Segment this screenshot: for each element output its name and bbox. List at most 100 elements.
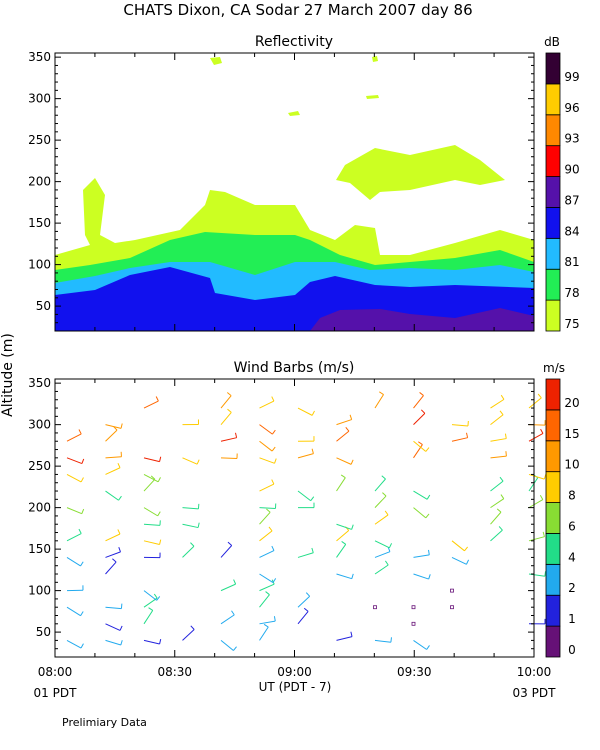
colorbar-label: 1 bbox=[568, 612, 576, 626]
wind-barb-flag bbox=[544, 571, 547, 577]
wind-barb bbox=[105, 533, 121, 542]
wind-barb bbox=[451, 540, 465, 552]
wind-barb bbox=[336, 457, 352, 465]
y-tick-label: 150 bbox=[28, 216, 51, 230]
y-tick-label: 100 bbox=[28, 584, 51, 598]
wind-barb-flag bbox=[341, 541, 347, 545]
wind-barb-flag bbox=[112, 558, 117, 563]
y-tick-label: 200 bbox=[28, 175, 51, 189]
wind-barb bbox=[143, 507, 158, 517]
wind-barb-flag bbox=[150, 475, 156, 480]
wind-barb-flag bbox=[505, 451, 507, 457]
wind-barb-flag bbox=[426, 494, 431, 500]
wind-barb-flag bbox=[499, 410, 504, 416]
wind-barb-flag bbox=[379, 391, 384, 395]
colorbar-swatch bbox=[545, 471, 561, 503]
x-tick-label: 09:30 bbox=[397, 665, 432, 679]
colorbar-swatch bbox=[545, 440, 561, 473]
wind-barb bbox=[259, 573, 274, 584]
wind-barb-flag bbox=[350, 631, 353, 637]
wind-barb bbox=[336, 636, 353, 641]
colorbar-swatch bbox=[545, 299, 561, 332]
wind-barb bbox=[259, 440, 273, 452]
wind-barb-calm bbox=[411, 621, 416, 626]
wind-barb-flag bbox=[500, 394, 505, 400]
wind-barb bbox=[66, 457, 83, 465]
colorbar-label: 2 bbox=[568, 581, 576, 595]
wind-barb-flag bbox=[504, 433, 507, 439]
wind-barb bbox=[105, 467, 121, 475]
wind-barb bbox=[220, 583, 236, 592]
wind-plot-area bbox=[55, 379, 534, 657]
wind-barb-flag bbox=[425, 513, 430, 519]
colorbar-swatch bbox=[545, 176, 561, 208]
y-tick-label: 250 bbox=[28, 133, 51, 147]
y-tick-label: 50 bbox=[36, 299, 51, 313]
wind-barb bbox=[451, 556, 467, 565]
wind-barb bbox=[143, 639, 160, 645]
wind-barb-flag bbox=[272, 578, 277, 583]
colorbar-label: 20 bbox=[564, 396, 579, 410]
x-axis-label: UT (PDT - 7) bbox=[259, 680, 332, 694]
wind-barb bbox=[220, 457, 238, 459]
wind-colorbar-unit: m/s bbox=[543, 361, 565, 375]
wind-barb-flag bbox=[80, 611, 84, 616]
band-87 bbox=[310, 308, 534, 331]
wind-barb bbox=[66, 606, 81, 617]
wind-barb bbox=[528, 473, 545, 480]
wind-barb-flag bbox=[540, 428, 544, 434]
wind-barb bbox=[143, 473, 159, 483]
wind-barb-flag bbox=[157, 477, 161, 483]
wind-barb bbox=[66, 639, 82, 649]
wind-barb bbox=[143, 590, 157, 601]
wind-barb-flag bbox=[425, 447, 430, 452]
y-tick-label: 300 bbox=[28, 92, 51, 106]
wind-barb-flag bbox=[80, 643, 84, 649]
wind-barb-flag bbox=[196, 459, 200, 465]
wind-barb-flag bbox=[311, 547, 314, 553]
reflectivity-y-ticks: 50 100 150 200 250 300 350 bbox=[28, 50, 534, 324]
wind-barb bbox=[220, 395, 232, 409]
colorbar-swatch bbox=[545, 207, 561, 239]
colorbar-swatch bbox=[545, 114, 561, 147]
wind-barb-calm bbox=[450, 588, 454, 593]
wind-barb-flag bbox=[537, 393, 542, 399]
band-75-plume bbox=[336, 145, 505, 200]
colorbar-swatch bbox=[545, 594, 561, 627]
band-75-speck-1 bbox=[210, 57, 222, 65]
wind-barb-flag bbox=[271, 545, 275, 551]
colorbar-label: 6 bbox=[568, 519, 576, 533]
wind-barb bbox=[143, 540, 160, 545]
colorbar-label: 87 bbox=[564, 193, 579, 207]
wind-barb-layer bbox=[66, 391, 547, 651]
wind-barb-flag bbox=[81, 508, 85, 514]
wind-barb bbox=[490, 455, 507, 459]
wind-barb-flag bbox=[120, 423, 123, 429]
colorbar-label: 84 bbox=[564, 224, 579, 238]
wind-barb bbox=[336, 544, 347, 558]
wind-barb-flag bbox=[231, 610, 235, 616]
reflectivity-colorbar-unit: dB bbox=[544, 35, 560, 49]
wind-barb-flag bbox=[303, 607, 309, 612]
wind-barb bbox=[490, 398, 505, 409]
wind-barb-flag bbox=[235, 432, 238, 438]
wind-barb bbox=[182, 457, 198, 465]
wind-barb-flag bbox=[190, 542, 195, 547]
wind-barb-flag bbox=[157, 511, 161, 517]
wind-barb-flag bbox=[117, 462, 121, 468]
wind-barb bbox=[374, 495, 387, 508]
wind-barb bbox=[297, 453, 314, 459]
wind-barb bbox=[105, 456, 122, 459]
wind-barb-flag bbox=[190, 625, 195, 630]
wind-barb-flag bbox=[159, 639, 162, 645]
wind-barb-flag bbox=[388, 543, 393, 549]
colorbar-label: 81 bbox=[564, 255, 579, 269]
colorbar-label: 75 bbox=[564, 317, 579, 331]
y-tick-label: 150 bbox=[28, 542, 51, 556]
wind-barb bbox=[66, 556, 81, 567]
wind-barb-calm bbox=[373, 605, 377, 610]
wind-barb bbox=[143, 523, 160, 526]
wind-barb bbox=[220, 614, 235, 625]
wind-barb bbox=[66, 533, 82, 542]
